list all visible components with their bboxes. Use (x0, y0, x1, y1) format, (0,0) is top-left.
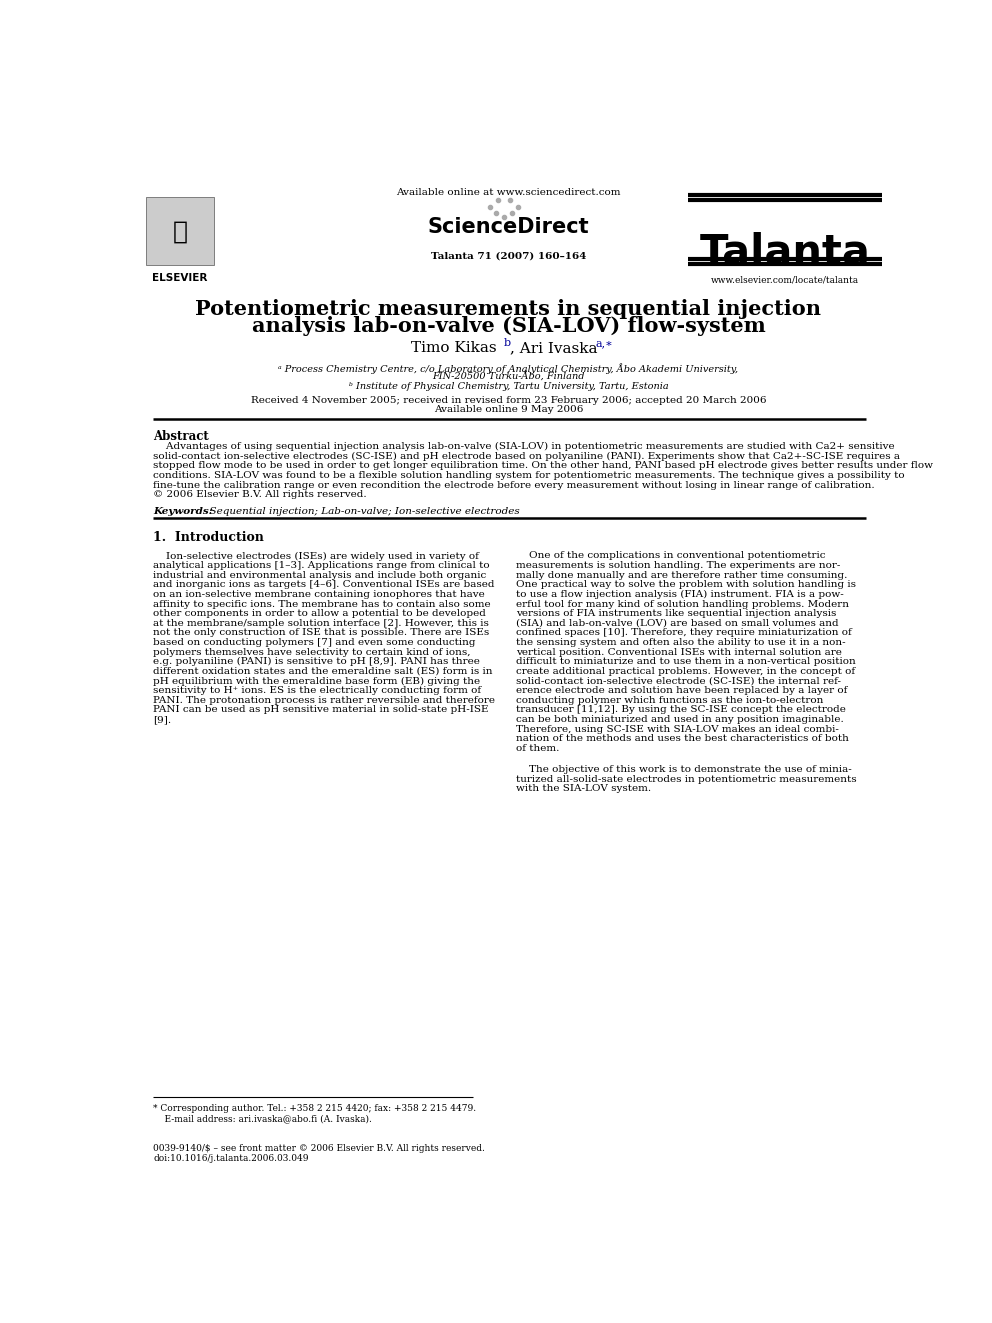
Text: sensitivity to H⁺ ions. ES is the electrically conducting form of: sensitivity to H⁺ ions. ES is the electr… (154, 687, 481, 695)
Text: [9].: [9]. (154, 716, 172, 724)
Text: ScienceDirect: ScienceDirect (428, 217, 589, 237)
Text: analysis lab-on-valve (SIA-LOV) flow-system: analysis lab-on-valve (SIA-LOV) flow-sys… (252, 316, 765, 336)
Text: versions of FIA instruments like sequential injection analysis: versions of FIA instruments like sequent… (516, 609, 836, 618)
Text: difficult to miniaturize and to use them in a non-vertical position: difficult to miniaturize and to use them… (516, 658, 856, 667)
Text: a,∗: a,∗ (595, 339, 613, 348)
Text: conditions. SIA-LOV was found to be a flexible solution handling system for pote: conditions. SIA-LOV was found to be a fl… (154, 471, 905, 480)
Text: Available online at www.sciencedirect.com: Available online at www.sciencedirect.co… (396, 188, 621, 197)
Text: 0039-9140/$ – see front matter © 2006 Elsevier B.V. All rights reserved.: 0039-9140/$ – see front matter © 2006 El… (154, 1144, 485, 1154)
Text: solid-contact ion-selective electrode (SC-ISE) the internal ref-: solid-contact ion-selective electrode (S… (516, 676, 841, 685)
Text: vertical position. Conventional ISEs with internal solution are: vertical position. Conventional ISEs wit… (516, 648, 842, 656)
Text: Talanta 71 (2007) 160–164: Talanta 71 (2007) 160–164 (431, 251, 586, 261)
Text: analytical applications [1–3]. Applications range from clinical to: analytical applications [1–3]. Applicati… (154, 561, 490, 570)
Text: Timo Kikas: Timo Kikas (411, 341, 496, 356)
Text: Talanta: Talanta (699, 232, 871, 274)
Text: create additional practical problems. However, in the concept of: create additional practical problems. Ho… (516, 667, 855, 676)
Text: ᵃ Process Chemistry Centre, c/o Laboratory of Analytical Chemistry, Åbo Akademi : ᵃ Process Chemistry Centre, c/o Laborato… (279, 363, 738, 373)
Text: not the only construction of ISE that is possible. There are ISEs: not the only construction of ISE that is… (154, 628, 490, 638)
Text: different oxidation states and the emeraldine salt (ES) form is in: different oxidation states and the emera… (154, 667, 493, 676)
Text: solid-contact ion-selective electrodes (SC-ISE) and pH electrode based on polyan: solid-contact ion-selective electrodes (… (154, 451, 901, 460)
Text: e.g. polyaniline (PANI) is sensitive to pH [8,9]. PANI has three: e.g. polyaniline (PANI) is sensitive to … (154, 658, 480, 667)
Text: One practical way to solve the problem with solution handling is: One practical way to solve the problem w… (516, 581, 856, 589)
Text: on an ion-selective membrane containing ionophores that have: on an ion-selective membrane containing … (154, 590, 485, 599)
Text: nation of the methods and uses the best characteristics of both: nation of the methods and uses the best … (516, 734, 849, 744)
Text: erful tool for many kind of solution handling problems. Modern: erful tool for many kind of solution han… (516, 599, 849, 609)
Text: erence electrode and solution have been replaced by a layer of: erence electrode and solution have been … (516, 687, 847, 695)
Text: stopped flow mode to be used in order to get longer equilibration time. On the o: stopped flow mode to be used in order to… (154, 462, 933, 471)
Text: the sensing system and often also the ability to use it in a non-: the sensing system and often also the ab… (516, 638, 846, 647)
Text: polymers themselves have selectivity to certain kind of ions,: polymers themselves have selectivity to … (154, 648, 471, 656)
Text: and inorganic ions as targets [4–6]. Conventional ISEs are based: and inorganic ions as targets [4–6]. Con… (154, 581, 495, 589)
Text: b: b (504, 339, 511, 348)
Text: © 2006 Elsevier B.V. All rights reserved.: © 2006 Elsevier B.V. All rights reserved… (154, 491, 367, 499)
Text: turized all-solid-sate electrodes in potentiometric measurements: turized all-solid-sate electrodes in pot… (516, 775, 857, 783)
Text: Therefore, using SC-ISE with SIA-LOV makes an ideal combi-: Therefore, using SC-ISE with SIA-LOV mak… (516, 725, 839, 734)
Text: (SIA) and lab-on-valve (LOV) are based on small volumes and: (SIA) and lab-on-valve (LOV) are based o… (516, 619, 839, 628)
Text: One of the complications in conventional potentiometric: One of the complications in conventional… (516, 552, 825, 561)
Text: affinity to specific ions. The membrane has to contain also some: affinity to specific ions. The membrane … (154, 599, 491, 609)
Text: with the SIA-LOV system.: with the SIA-LOV system. (516, 785, 652, 794)
Text: E-mail address: ari.ivaska@abo.fi (A. Ivaska).: E-mail address: ari.ivaska@abo.fi (A. Iv… (154, 1114, 372, 1123)
Text: other components in order to allow a potential to be developed: other components in order to allow a pot… (154, 609, 486, 618)
Text: FIN-20500 Turku-Åbo, Finland: FIN-20500 Turku-Åbo, Finland (433, 372, 584, 382)
Text: ELSEVIER: ELSEVIER (152, 273, 207, 283)
Text: pH equilibrium with the emeraldine base form (EB) giving the: pH equilibrium with the emeraldine base … (154, 676, 480, 685)
FancyBboxPatch shape (146, 197, 214, 265)
Text: transducer [11,12]. By using the SC-ISE concept the electrode: transducer [11,12]. By using the SC-ISE … (516, 705, 846, 714)
Text: PANI. The protonation process is rather reversible and therefore: PANI. The protonation process is rather … (154, 696, 495, 705)
Text: * Corresponding author. Tel.: +358 2 215 4420; fax: +358 2 215 4479.: * Corresponding author. Tel.: +358 2 215… (154, 1105, 476, 1114)
Text: ᵇ Institute of Physical Chemistry, Tartu University, Tartu, Estonia: ᵇ Institute of Physical Chemistry, Tartu… (348, 382, 669, 392)
Text: Sequential injection; Lab-on-valve; Ion-selective electrodes: Sequential injection; Lab-on-valve; Ion-… (203, 507, 520, 516)
Text: conducting polymer which functions as the ion-to-electron: conducting polymer which functions as th… (516, 696, 823, 705)
Text: Ion-selective electrodes (ISEs) are widely used in variety of: Ion-selective electrodes (ISEs) are wide… (154, 552, 479, 561)
Text: based on conducting polymers [7] and even some conducting: based on conducting polymers [7] and eve… (154, 638, 476, 647)
Text: measurements is solution handling. The experiments are nor-: measurements is solution handling. The e… (516, 561, 840, 570)
Text: Keywords:: Keywords: (154, 507, 213, 516)
Text: 🌿: 🌿 (173, 220, 187, 243)
Text: mally done manually and are therefore rather time consuming.: mally done manually and are therefore ra… (516, 570, 847, 579)
Text: to use a flow injection analysis (FIA) instrument. FIA is a pow-: to use a flow injection analysis (FIA) i… (516, 590, 844, 599)
Text: www.elsevier.com/locate/talanta: www.elsevier.com/locate/talanta (711, 275, 859, 284)
Text: , Ari Ivaska: , Ari Ivaska (510, 341, 597, 356)
Text: PANI can be used as pH sensitive material in solid-state pH-ISE: PANI can be used as pH sensitive materia… (154, 705, 489, 714)
Text: 1.  Introduction: 1. Introduction (154, 532, 264, 545)
Text: of them.: of them. (516, 744, 559, 753)
Text: fine-tune the calibration range or even recondition the electrode before every m: fine-tune the calibration range or even … (154, 480, 875, 490)
Text: at the membrane/sample solution interface [2]. However, this is: at the membrane/sample solution interfac… (154, 619, 489, 628)
Text: Received 4 November 2005; received in revised form 23 February 2006; accepted 20: Received 4 November 2005; received in re… (251, 396, 766, 405)
Text: industrial and environmental analysis and include both organic: industrial and environmental analysis an… (154, 570, 487, 579)
Text: Potentiometric measurements in sequential injection: Potentiometric measurements in sequentia… (195, 299, 821, 319)
Text: doi:10.1016/j.talanta.2006.03.049: doi:10.1016/j.talanta.2006.03.049 (154, 1155, 309, 1163)
Text: can be both miniaturized and used in any position imaginable.: can be both miniaturized and used in any… (516, 716, 844, 724)
Text: Available online 9 May 2006: Available online 9 May 2006 (434, 405, 583, 414)
Text: Abstract: Abstract (154, 430, 209, 443)
Text: Advantages of using sequential injection analysis lab-on-valve (SIA-LOV) in pote: Advantages of using sequential injection… (154, 442, 895, 451)
Text: The objective of this work is to demonstrate the use of minia-: The objective of this work is to demonst… (516, 765, 852, 774)
Text: confined spaces [10]. Therefore, they require miniaturization of: confined spaces [10]. Therefore, they re… (516, 628, 852, 638)
